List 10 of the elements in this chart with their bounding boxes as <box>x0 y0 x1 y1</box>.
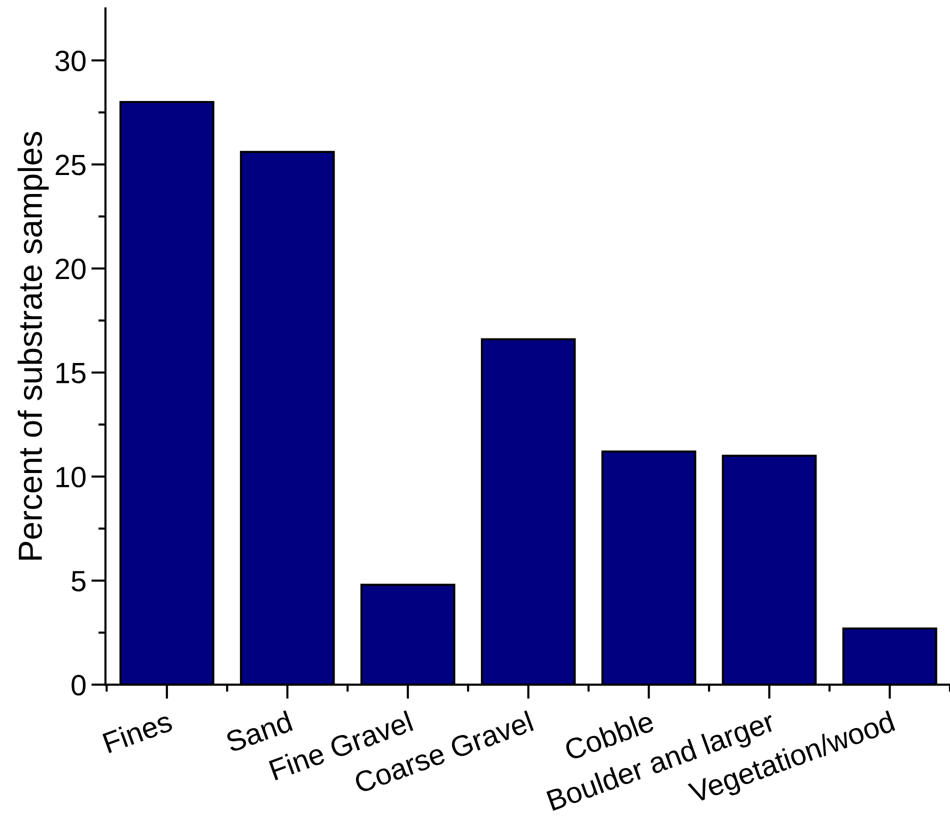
y-tick-label: 30 <box>55 50 86 72</box>
y-tick-label: 25 <box>56 154 86 176</box>
y-tick-label: 10 <box>56 466 86 488</box>
y-tick-label: 20 <box>56 258 86 280</box>
y-tick-label: 5 <box>72 571 86 592</box>
y-tick-label: 15 <box>56 363 86 384</box>
y-tick-label: 0 <box>72 674 86 696</box>
y-axis-title: Percent of substrate samples <box>18 132 49 560</box>
x-tick-label: Fines <box>102 710 174 754</box>
x-tick-label: Sand <box>224 710 293 753</box>
